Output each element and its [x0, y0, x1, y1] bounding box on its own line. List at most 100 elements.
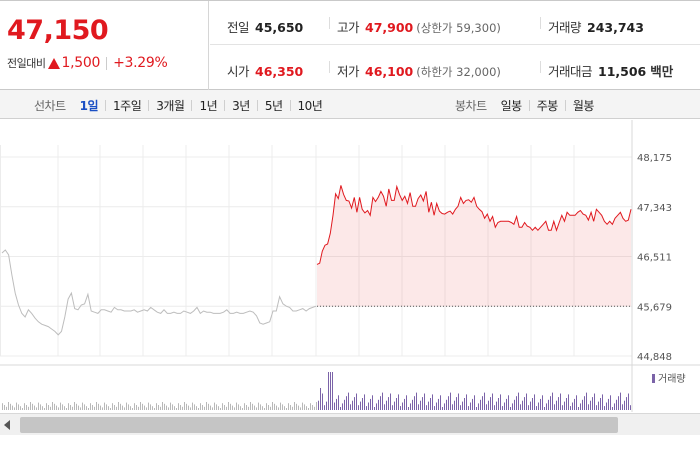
volume-bar [120, 403, 121, 410]
volume-bar [596, 405, 597, 410]
volume-bar [150, 404, 151, 410]
volume-bar [588, 404, 589, 410]
volume-bar [146, 407, 147, 410]
scroll-left-arrow-icon[interactable] [4, 420, 10, 430]
volume-bar [456, 397, 457, 410]
volume-bar [548, 399, 549, 410]
stat-low: 저가 46,100 (하한가 32,000) [337, 61, 501, 80]
volume-bar [618, 396, 619, 410]
volume-bar [434, 406, 435, 410]
volume-bar [254, 405, 255, 410]
volume-bar [44, 408, 45, 410]
volume-bar [184, 402, 185, 410]
volume-bar [520, 404, 521, 410]
volume-bar [388, 397, 389, 410]
volume-bar [364, 394, 365, 410]
volume-bar [204, 406, 205, 410]
volume-bar [64, 406, 65, 410]
volume-bar [438, 398, 439, 410]
volume-bar [474, 395, 475, 410]
volume-bar [606, 402, 607, 410]
volume-bar [130, 406, 131, 410]
volume-bar [410, 403, 411, 410]
tab-1-year[interactable]: 1년 [199, 99, 218, 113]
volume-bar [8, 402, 9, 410]
volume-bar [534, 394, 535, 410]
volume-bar [610, 395, 611, 410]
volume-bar [570, 406, 571, 410]
divider [224, 100, 226, 111]
volume-bar [258, 402, 259, 410]
volume-bar [404, 398, 405, 410]
volume-bar [522, 400, 523, 410]
volume-bar [100, 405, 101, 410]
volume-bar [554, 404, 555, 410]
volume-bar [464, 398, 465, 410]
volume-bar [444, 403, 445, 410]
volume-bar [66, 408, 67, 410]
change-rate: +3.29% [113, 55, 168, 71]
volume-bar [296, 403, 297, 410]
tab-weekly-candle[interactable]: 주봉 [536, 99, 559, 113]
tab-3-years[interactable]: 3년 [232, 99, 250, 113]
volume-bar [612, 407, 613, 410]
volume-bar [166, 405, 167, 410]
stat-label: 전일 [227, 20, 250, 35]
volume-bar [390, 393, 391, 410]
volume-bar [500, 394, 501, 410]
volume-bar [354, 397, 355, 410]
volume-bar [308, 408, 309, 410]
volume-bar [240, 406, 241, 410]
tab-1-week[interactable]: 1주일 [113, 99, 142, 113]
volume-bar [630, 405, 631, 410]
lower-limit: (하한가 32,000) [416, 65, 501, 79]
stat-label: 거래대금 [548, 64, 593, 79]
volume-bar [38, 402, 39, 410]
volume-bar [514, 399, 515, 410]
volume-bar [428, 401, 429, 410]
line-chart-title: 선차트 [34, 99, 66, 113]
volume-bar [486, 404, 487, 410]
volume-bar [476, 407, 477, 410]
stat-open: 시가 46,350 [227, 61, 303, 80]
stat-value: 243,743 [587, 20, 644, 35]
tab-1-day[interactable]: 1일 [79, 99, 99, 113]
stat-label: 저가 [337, 64, 360, 79]
volume-bar [492, 393, 493, 410]
volume-bar [336, 398, 337, 410]
volume-bar [468, 406, 469, 410]
volume-bar [4, 405, 5, 410]
y-tick-label: 45,679 [637, 302, 672, 313]
volume-bar [220, 408, 221, 410]
volume-bar [460, 405, 461, 410]
scroll-thumb[interactable] [20, 417, 618, 433]
volume-bar [124, 407, 125, 410]
volume-bar [102, 407, 103, 410]
tab-monthly-candle[interactable]: 월봉 [572, 99, 595, 113]
divider [329, 61, 330, 73]
divider [528, 100, 530, 111]
volume-bar [368, 402, 369, 410]
tab-5-years[interactable]: 5년 [264, 99, 283, 113]
volume-bar [168, 407, 169, 410]
volume-bar [400, 406, 401, 410]
volume-bar [42, 406, 43, 410]
tab-daily-candle[interactable]: 일봉 [500, 99, 523, 113]
tab-3-months[interactable]: 3개월 [156, 99, 185, 113]
tab-10-years[interactable]: 10년 [297, 99, 323, 113]
change-row: 전일대비 1,500 +3.29% [7, 55, 168, 71]
divider [329, 17, 330, 29]
volume-bar [506, 398, 507, 410]
stat-label: 고가 [337, 20, 360, 35]
volume-bar [544, 407, 545, 410]
volume-bar [352, 400, 353, 410]
volume-bar [458, 393, 459, 410]
volume-bar [272, 402, 273, 410]
divider [289, 100, 291, 111]
volume-bar [382, 392, 383, 410]
volume-bar [78, 405, 79, 410]
chart-scrollbar[interactable] [0, 413, 700, 435]
volume-bar [536, 406, 537, 410]
volume-bar [138, 406, 139, 410]
volume-bar [452, 404, 453, 410]
